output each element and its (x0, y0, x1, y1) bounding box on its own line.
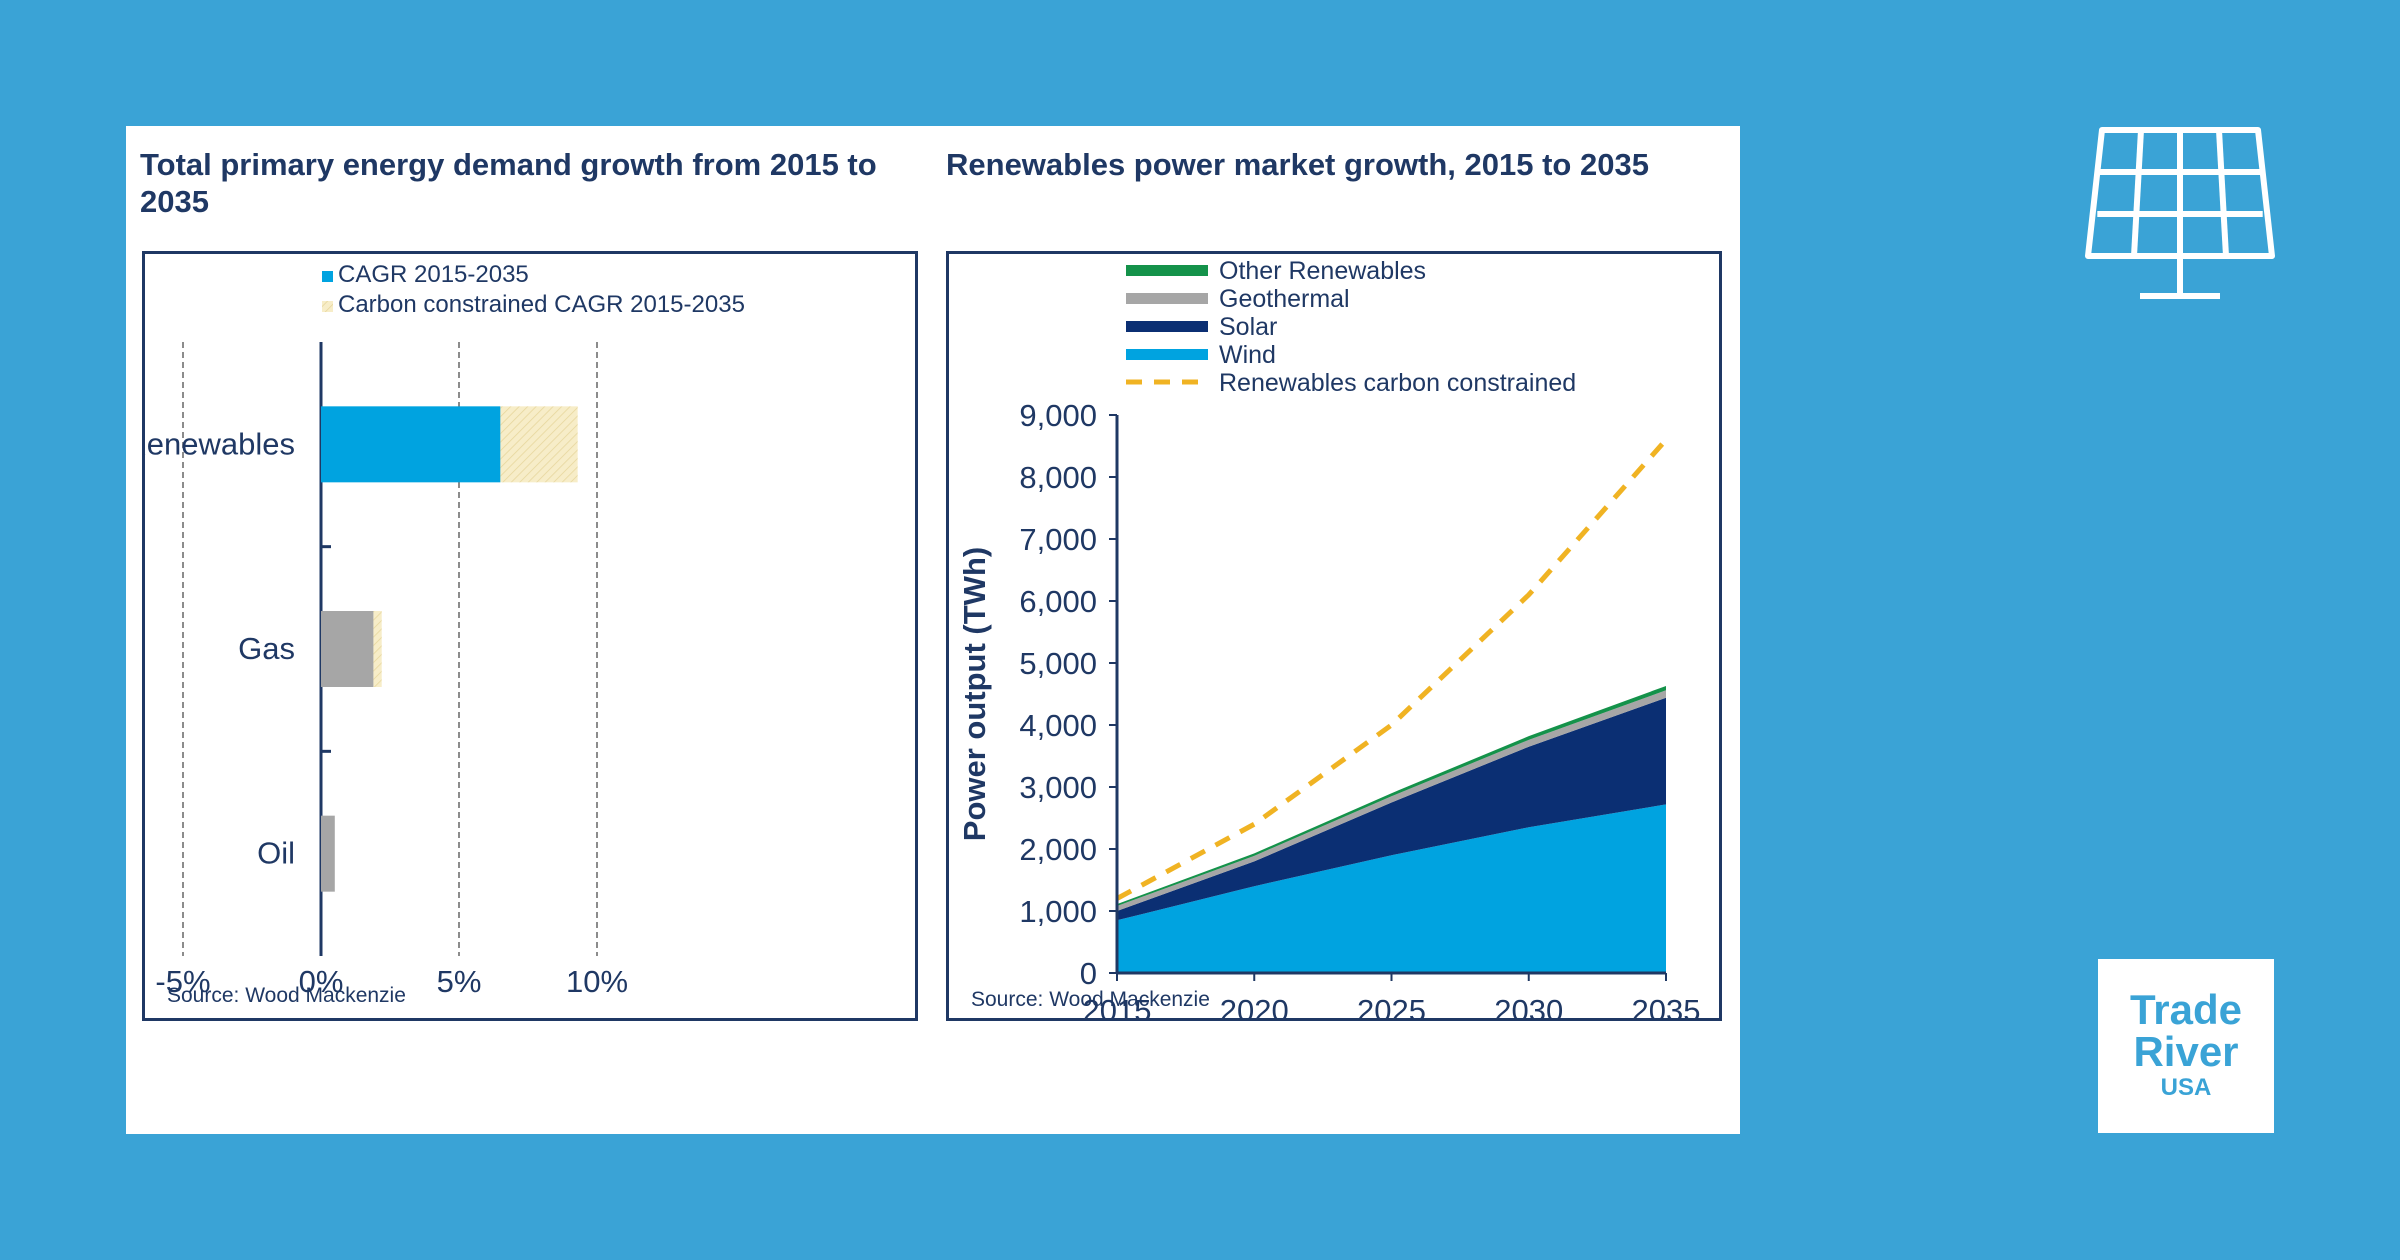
logo-text-usa: USA (2160, 1074, 2212, 1101)
left-chart-title: Total primary energy demand growth from … (140, 147, 877, 219)
legend-label-solar: Solar (1219, 313, 1277, 341)
x-tick-label-5: -5% (155, 964, 210, 999)
legend: CAGR 2015-2035 Carbon constrained CAGR 20… (322, 261, 745, 318)
source-note: Source: Wood Mackenzie (971, 988, 1210, 1011)
legend-swatch-wind (1126, 349, 1208, 360)
x-tick-label-2030: 2030 (1494, 993, 1563, 1018)
x-tick-label-2020: 2020 (1220, 993, 1289, 1018)
area-solar (1117, 697, 1666, 921)
energy-demand-bar-chart: CAGR 2015-2035 Carbon constrained CAGR 20… (145, 261, 745, 1007)
solar-panel-icon (2085, 127, 2275, 299)
category-label-gas: Gas (238, 631, 295, 666)
legend-label-carbon-constrained-cagr-2015-2035: Carbon constrained CAGR 2015-2035 (338, 291, 745, 318)
x-tick-label-10: 10% (566, 964, 628, 999)
y-tick-label: 6,000 (1019, 584, 1097, 619)
legend-label-cagr-2015-2035: CAGR 2015-2035 (338, 261, 529, 288)
area-wind (1117, 804, 1666, 973)
y-tick-label: 4,000 (1019, 708, 1097, 743)
y-tick-label: 1,000 (1019, 894, 1097, 929)
category-label-renewables: Renewables (145, 426, 295, 461)
bar-renewables-cagr-2015-2035 (321, 406, 501, 483)
y-tick-label: 8,000 (1019, 460, 1097, 495)
legend-label-wind: Wind (1219, 341, 1276, 369)
x-tick-label-0: 0% (299, 964, 344, 999)
energy-demand-chart-frame: CAGR 2015-2035 Carbon constrained CAGR 20… (142, 251, 918, 1021)
legend-swatch-carbon-constrained-cagr-2015-2035 (322, 301, 333, 312)
bar-renewables-carbon-constrained-cagr-2015-2035 (500, 406, 578, 483)
legend-label-geothermal: Geothermal (1219, 285, 1350, 313)
category-label-oil: Oil (257, 836, 295, 871)
chart-panel: Total primary energy demand growth from … (126, 126, 1740, 1134)
right-chart-title: Renewables power market growth, 2015 to … (946, 147, 1649, 182)
y-axis-label: Power output (TWh) (957, 547, 992, 841)
x-tick-label-5: 5% (437, 964, 482, 999)
legend-swatch-geothermal (1126, 293, 1208, 304)
bar-oil-cagr-2015-2035 (321, 815, 335, 892)
legend-swatch-other-renewables (1126, 265, 1208, 276)
y-tick-label: 0 (1080, 956, 1097, 991)
trade-river-logo: Trade River USA (2098, 959, 2274, 1133)
renewables-growth-chart-frame: 0 1,000 2,000 3,000 4,000 5,000 6,000 7,000 8,00… (946, 251, 1722, 1021)
bar-gas-cagr-2015-2035 (321, 611, 374, 687)
legend-swatch-solar (1126, 321, 1208, 332)
y-tick-label: 9,000 (1019, 398, 1097, 433)
source-note: Source: Wood Mackenzie (167, 984, 406, 1007)
y-tick-label: 2,000 (1019, 832, 1097, 867)
legend: Other RenewablesGeothermalSolarWindRenew… (1126, 257, 1576, 397)
bar-gas-carbon-constrained-cagr-2015-2035 (373, 611, 382, 687)
x-tick-label-2025: 2025 (1357, 993, 1426, 1018)
logo-text-river: River (2133, 1028, 2239, 1075)
y-tick-label: 3,000 (1019, 770, 1097, 805)
legend-label-renewables-carbon-constrained: Renewables carbon constrained (1219, 369, 1576, 397)
y-tick-label: 7,000 (1019, 522, 1097, 557)
area-other-renewables (1117, 685, 1666, 907)
renewables-growth-area-chart: 0 1,000 2,000 3,000 4,000 5,000 6,000 7,000 8,00… (957, 257, 1701, 1018)
logo-text-trade: Trade (2129, 986, 2243, 1033)
y-tick-label: 5,000 (1019, 646, 1097, 681)
legend-swatch-cagr-2015-2035 (322, 271, 333, 282)
x-tick-label-2035: 2035 (1632, 993, 1701, 1018)
legend-label-other-renewables: Other Renewables (1219, 257, 1426, 285)
x-tick-label-2015: 2015 (1083, 993, 1152, 1018)
